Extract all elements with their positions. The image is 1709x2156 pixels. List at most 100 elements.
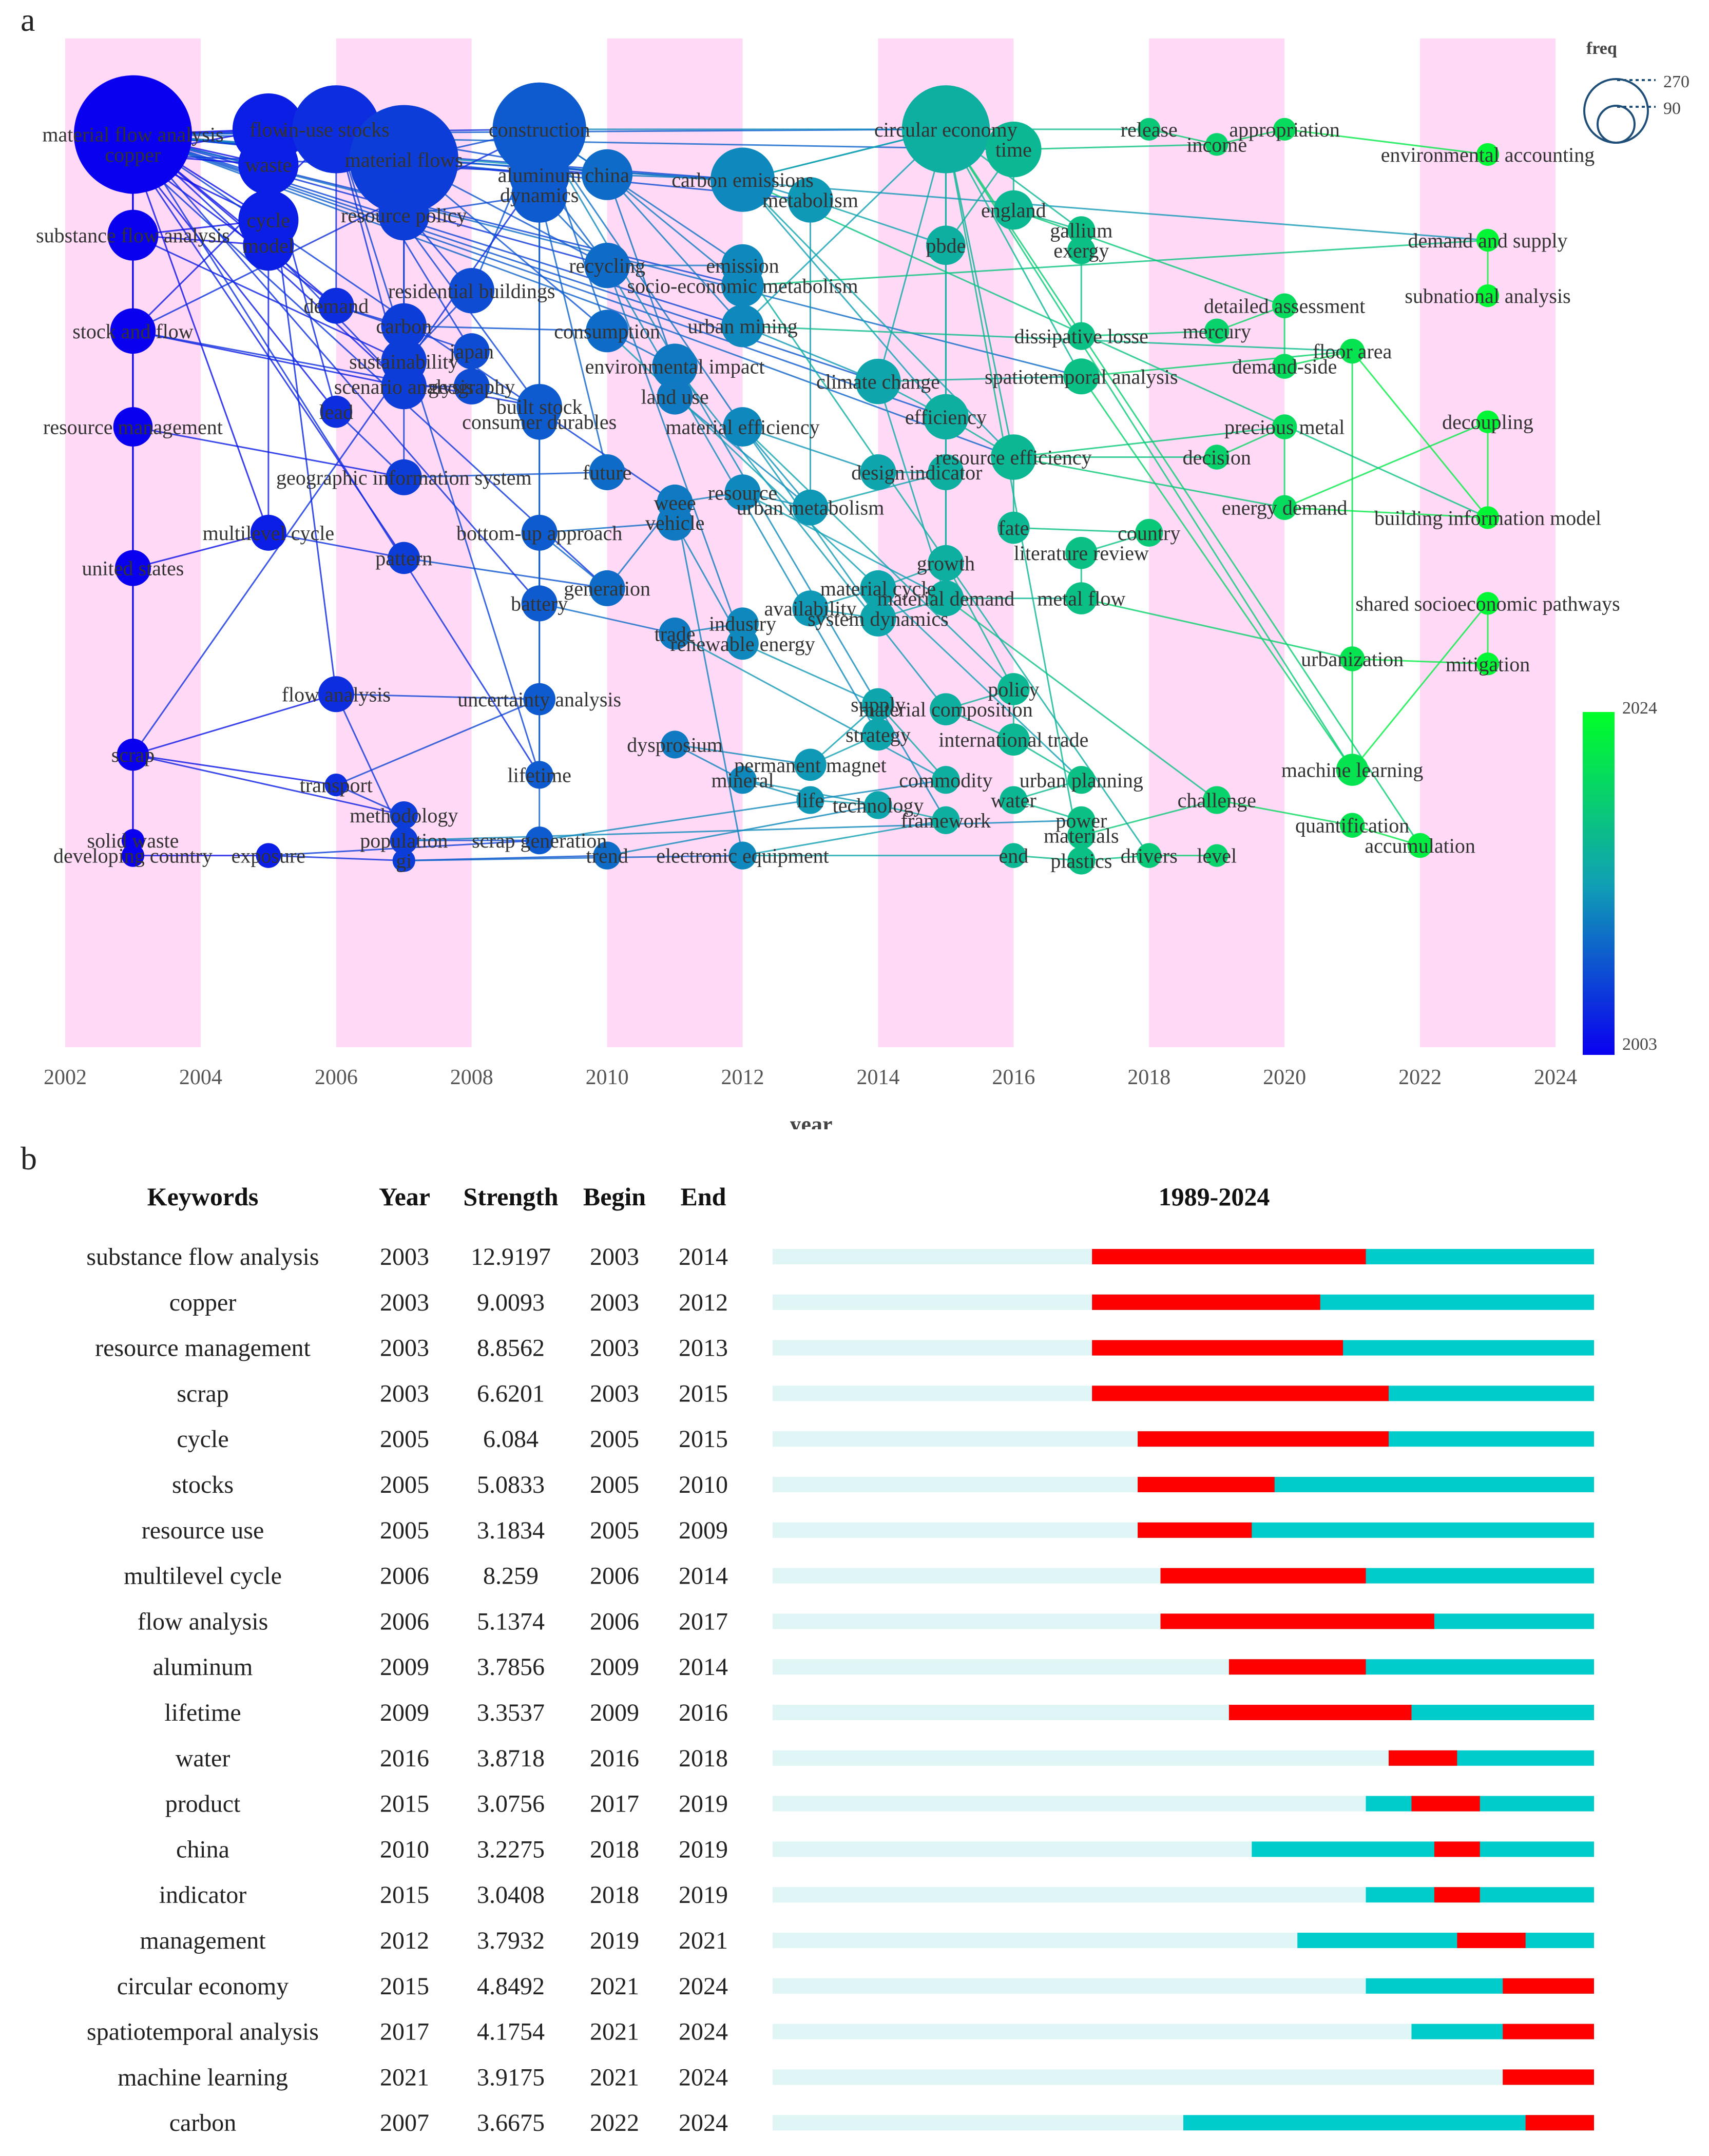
cell-begin: 2017: [590, 1791, 639, 1818]
x-tick-label: 2004: [179, 1066, 222, 1089]
burst-bar-burst: [1092, 1385, 1389, 1401]
node-label: demand: [304, 295, 369, 318]
network-link: [1284, 421, 1488, 509]
burst-bar-inactive: [773, 1750, 1389, 1766]
network-link: [742, 491, 947, 599]
node-transport: [324, 773, 348, 797]
node-material-cycle: [860, 570, 896, 606]
node-framework: [932, 806, 960, 834]
panel-b-label: b: [21, 1140, 37, 1177]
burst-bar-inactive: [773, 1568, 1161, 1584]
node-policy: [997, 673, 1030, 705]
node-resource-efficiency: [991, 434, 1036, 480]
node-label: bottom-up approach: [456, 522, 622, 545]
node-demand-and-supply: [1476, 228, 1500, 252]
node-scrap: [117, 738, 149, 771]
cell-strength: 3.0756: [477, 1791, 545, 1818]
node-label: life: [797, 789, 824, 812]
node-label: gallium: [1050, 219, 1112, 242]
cell-end: 2024: [679, 2018, 728, 2046]
node-label: carbon: [376, 315, 432, 338]
network-link: [132, 754, 337, 786]
node-scenario-analysis: [381, 363, 427, 410]
network-link: [539, 779, 946, 841]
node-label: resource management: [43, 416, 223, 439]
node-machine-learning: [1336, 754, 1369, 786]
node-label: flow: [249, 118, 287, 141]
node-label: decoupling: [1442, 411, 1533, 434]
color-legend: 2024 2003: [1583, 699, 1657, 1055]
cell-year: 2005: [380, 1517, 429, 1544]
burst-bar-inactive: [773, 1796, 1366, 1812]
node-label: precious metal: [1224, 416, 1345, 439]
burst-bar-burst: [1160, 1568, 1366, 1584]
node-subnational-analysis: [1476, 284, 1500, 307]
network-link: [742, 426, 1014, 690]
node-label: land use: [641, 386, 708, 409]
node-detailed-assessment: [1272, 293, 1297, 318]
cell-end: 2014: [679, 1243, 728, 1270]
network-link: [268, 855, 404, 861]
node-demand: [318, 287, 354, 324]
network-link: [1284, 128, 1488, 156]
node-label: commodity: [899, 768, 992, 792]
size-legend: freq 270 90: [1583, 39, 1689, 144]
node-gi: [392, 849, 415, 872]
cell-keyword: carbon: [169, 2109, 237, 2136]
cell-strength: 3.6675: [477, 2109, 545, 2136]
cell-year: 2003: [380, 1289, 429, 1316]
cell-year: 2012: [380, 1927, 429, 1954]
node-label: climate change: [816, 370, 940, 393]
cell-begin: 2003: [590, 1335, 639, 1362]
node-label: growth: [917, 552, 975, 575]
cell-keyword: machine learning: [118, 2064, 288, 2091]
cell-keyword: substance flow analysis: [86, 1243, 319, 1270]
burst-bar-active: [1366, 1796, 1594, 1812]
node-label: emission: [706, 254, 779, 277]
node-label: built stock: [496, 395, 583, 418]
node-resource-policy: [378, 189, 430, 241]
node-urban-mining: [721, 304, 764, 348]
node-label: consumption: [554, 320, 660, 343]
burst-bar-burst: [1138, 1431, 1389, 1447]
burst-bar-inactive: [773, 2069, 1503, 2085]
network-link: [336, 698, 540, 786]
cell-keyword: multilevel cycle: [124, 1563, 282, 1590]
burst-bar-inactive: [773, 2024, 1412, 2039]
node-label: permanent magnet: [734, 754, 887, 777]
cell-year: 2003: [380, 1380, 429, 1407]
cell-end: 2009: [679, 1517, 728, 1544]
cell-year: 2006: [380, 1608, 429, 1635]
node-label: stock and flow: [72, 320, 194, 343]
network-link: [606, 265, 743, 644]
burst-bar-active: [1252, 1841, 1594, 1857]
cell-begin: 2021: [590, 2064, 639, 2091]
node-label: flow analysis: [282, 683, 391, 706]
network-link: [1013, 143, 1217, 150]
cell-year: 2015: [380, 1791, 429, 1818]
node-substance-flow-analysis: [107, 209, 159, 261]
node-label: supply: [851, 693, 906, 716]
node-label: pattern: [375, 547, 432, 570]
node-label: gi: [396, 849, 412, 872]
network-link: [1351, 603, 1489, 771]
node-growth: [928, 545, 964, 581]
node-decision: [1204, 445, 1230, 470]
node-label: copper: [105, 143, 161, 166]
node-label: generation: [564, 577, 650, 600]
cell-keyword: flow analysis: [138, 1608, 268, 1635]
node-gallium: [1067, 216, 1096, 244]
cell-year: 2021: [380, 2064, 429, 2091]
network-link: [810, 199, 946, 246]
node-end: [1001, 843, 1026, 868]
burst-bar-burst: [1160, 1613, 1434, 1629]
cell-begin: 2022: [590, 2109, 639, 2136]
burst-bar-burst: [1503, 1978, 1594, 1994]
burst-bar-burst: [1092, 1294, 1320, 1310]
cell-begin: 2005: [590, 1426, 639, 1453]
burst-bar-burst: [1457, 1933, 1526, 1948]
node-socio-economic-metabolism: [721, 264, 764, 307]
node-label: lead: [319, 400, 354, 424]
header-keywords: Keywords: [147, 1182, 259, 1211]
cell-keyword: circular economy: [117, 1973, 289, 2000]
